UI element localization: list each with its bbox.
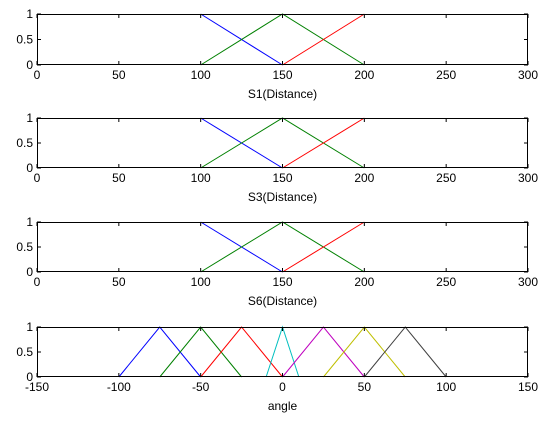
y-tick-label: 0 [26,58,33,72]
subplot-3: 0 50 100 150 200 250 300 0 0.5 1 S6(Distance) [16,215,538,308]
x-tick-label: 100 [191,275,211,289]
subplot-4: -150 -100 -50 0 50 100 150 0 0.5 1 angle [16,320,538,413]
series-line-3 [282,221,365,273]
y-tick-label: 1 [26,215,33,229]
x-tick-label: 250 [436,68,456,82]
series-line-2 [200,117,365,169]
x-tick-label: 50 [358,380,372,394]
series-line-6 [323,326,406,378]
series-line-4 [265,325,300,378]
x-tick-label: 200 [354,171,374,185]
axes-box [37,118,528,168]
x-tick-label: 50 [112,275,126,289]
series-line-1 [118,326,202,378]
x-tick-label: 300 [518,275,538,289]
series-line-7 [363,326,447,378]
y-tick-label: 0.5 [16,33,33,47]
y-tick-label: 0 [26,161,33,175]
x-tick-label: 200 [354,275,374,289]
x-tick-label: -150 [25,380,49,394]
x-axis-label: S6(Distance) [248,294,317,308]
x-axis-label: angle [268,399,298,413]
x-tick-label: 50 [112,171,126,185]
x-tick-label: 100 [191,68,211,82]
y-tick-label: 1 [26,111,33,125]
x-axis-label: S1(Distance) [248,87,317,101]
x-tick-label: 250 [436,275,456,289]
x-axis-label: S3(Distance) [248,190,317,204]
y-tick-label: 0.5 [16,136,33,150]
x-tick-label: 250 [436,171,456,185]
y-tick-label: 0.5 [16,345,33,359]
series-line-2 [159,326,242,378]
series-line-2 [200,221,365,273]
x-tick-label: 150 [272,171,292,185]
x-tick-label: 150 [272,68,292,82]
x-tick-label: 200 [354,68,374,82]
x-tick-label: 100 [436,380,456,394]
x-tick-label: 0 [34,68,41,82]
x-tick-label: 100 [191,171,211,185]
x-tick-label: -100 [107,380,131,394]
series-line-5 [282,326,365,378]
x-tick-label: 150 [518,380,538,394]
axes-box [37,222,528,272]
series-line-3 [282,117,365,169]
axes-box [37,14,528,65]
x-tick-label: 300 [518,68,538,82]
subplot-1: 0 50 100 150 200 250 300 0 0.5 1 S1(Distance) [16,7,538,101]
y-tick-label: 1 [26,7,33,21]
x-tick-label: -50 [192,380,210,394]
axes-box [37,327,528,377]
series-line-3 [282,13,365,66]
series-line-3 [200,326,283,378]
subplot-2: 0 50 100 150 200 250 300 0 0.5 1 S3(Distance) [16,111,538,204]
x-tick-label: 0 [279,380,286,394]
y-tick-label: 0 [26,265,33,279]
x-tick-label: 0 [34,171,41,185]
x-tick-label: 50 [112,68,126,82]
y-tick-label: 1 [26,320,33,334]
y-tick-label: 0 [26,370,33,384]
y-tick-label: 0.5 [16,240,33,254]
x-tick-label: 150 [272,275,292,289]
x-tick-label: 300 [518,171,538,185]
series-line-2 [200,13,365,66]
x-tick-label: 0 [34,275,41,289]
